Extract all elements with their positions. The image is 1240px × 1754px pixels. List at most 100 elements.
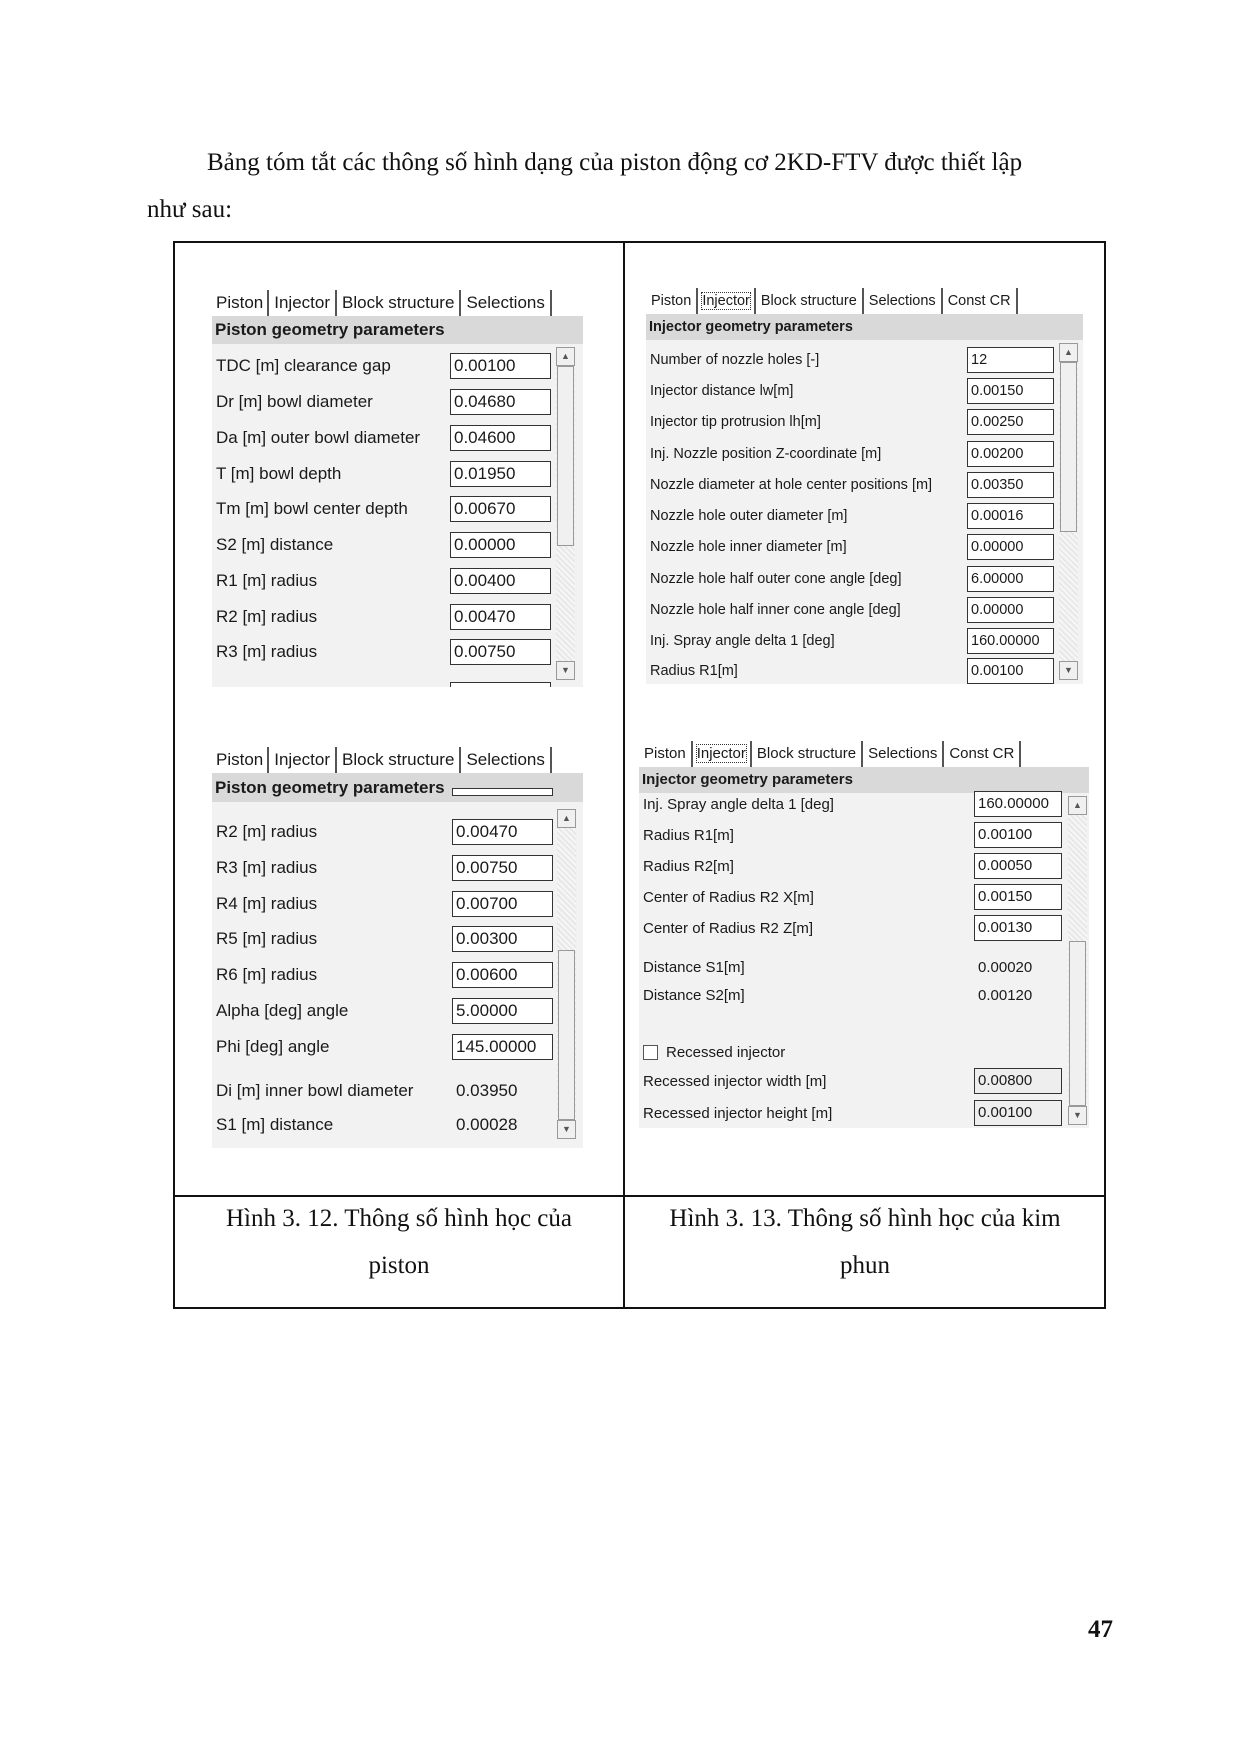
param-label: Inj. Spray angle delta 1 [deg] — [643, 795, 834, 813]
param-label: Center of Radius R2 Z[m] — [643, 919, 814, 937]
param-row: Nozzle hole inner diameter [m] 0.00000 — [646, 533, 1083, 561]
tab-bar: Piston Injector Block structure Selections — [212, 285, 583, 316]
scroll-down-arrow-icon[interactable]: ▼ — [557, 1120, 576, 1139]
param-input[interactable]: 0.00700 — [452, 891, 553, 917]
param-row: T [m] bowl depth 0.01950 — [212, 460, 583, 488]
vertical-scrollbar[interactable]: ▲ ▼ — [556, 347, 575, 680]
injector-top-panel: Piston Injector Block structure Selections C… — [646, 285, 1083, 684]
scroll-up-arrow-icon[interactable]: ▲ — [1059, 343, 1078, 362]
clipped-field[interactable] — [452, 788, 553, 796]
scrollbar-thumb[interactable] — [1060, 362, 1077, 532]
param-input[interactable]: 0.00016 — [967, 503, 1054, 529]
param-input[interactable]: 0.00600 — [452, 962, 553, 988]
param-value: 0.03950 — [456, 1081, 518, 1100]
vertical-scrollbar[interactable]: ▲ ▼ — [1059, 343, 1078, 680]
scrollbar-thumb[interactable] — [558, 950, 575, 1120]
param-row: R1 [m] radius 0.00400 — [212, 567, 583, 595]
param-input[interactable]: 0.00150 — [967, 378, 1054, 404]
tab-const-cr[interactable]: Const CR — [943, 288, 1018, 314]
tab-injector[interactable]: Injector — [269, 290, 337, 316]
scroll-up-arrow-icon[interactable]: ▲ — [557, 809, 576, 828]
param-row: Distance S2[m] 0.00120 — [639, 981, 1089, 1009]
param-input[interactable]: 0.04600 — [450, 425, 551, 451]
tab-piston[interactable]: Piston — [212, 747, 270, 773]
tab-block-structure[interactable]: Block structure — [337, 747, 462, 773]
param-input[interactable]: 160.00000 — [967, 628, 1054, 654]
param-label: S2 [m] distance — [216, 535, 334, 554]
param-input[interactable]: 0.00470 — [450, 604, 551, 630]
tab-label: Injector — [701, 292, 751, 310]
param-input[interactable]: 0.00250 — [967, 409, 1054, 435]
scrollbar-thumb[interactable] — [1069, 941, 1086, 1106]
param-row: Alpha [deg] angle 5.00000 — [212, 997, 583, 1025]
vertical-scrollbar[interactable]: ▲ ▼ — [1068, 796, 1087, 1125]
tab-injector[interactable]: Injector — [698, 288, 756, 314]
scrollbar-thumb[interactable] — [557, 366, 574, 546]
param-input[interactable]: 0.00000 — [967, 597, 1054, 623]
column-divider — [623, 243, 625, 1307]
param-input[interactable]: 0.00000 — [967, 534, 1054, 560]
tab-piston[interactable]: Piston — [639, 741, 693, 767]
tab-injector[interactable]: Injector — [693, 741, 752, 767]
piston-bottom-panel: Piston Injector Block structure Selections P… — [212, 743, 583, 1148]
param-label: Recessed injector height [m] — [643, 1104, 833, 1122]
param-row: Tm [m] bowl center depth 0.00670 — [212, 495, 583, 523]
param-input[interactable]: 0.00200 — [967, 441, 1054, 467]
param-input[interactable]: 12 — [967, 347, 1054, 373]
param-input[interactable]: 0.01950 — [450, 461, 551, 487]
param-row: Nozzle hole half outer cone angle [deg] 6… — [646, 565, 1083, 593]
param-input[interactable]: 0.00750 — [450, 639, 551, 665]
param-value: 0.00028 — [456, 1115, 518, 1134]
param-label: Inj. Nozzle position Z-coordinate [m] — [650, 446, 882, 462]
param-input[interactable]: 145.00000 — [452, 1034, 553, 1060]
tab-const-cr[interactable]: Const CR — [944, 741, 1022, 767]
checkbox-label[interactable]: Recessed injector — [643, 1044, 785, 1061]
tab-block-structure[interactable]: Block structure — [752, 741, 864, 767]
param-input[interactable]: 0.00350 — [967, 472, 1054, 498]
param-input[interactable]: 0.00050 — [974, 853, 1062, 879]
scroll-up-arrow-icon[interactable]: ▲ — [556, 347, 575, 366]
param-row: Nozzle diameter at hole center positions… — [646, 471, 1083, 499]
intro-line-2: như sau: — [147, 196, 233, 223]
tab-selections[interactable]: Selections — [863, 741, 945, 767]
param-input[interactable]: 0.00100 — [967, 658, 1054, 684]
param-row: Radius R1[m] 0.00100 — [646, 657, 1083, 684]
clipped-field[interactable] — [450, 682, 551, 687]
param-input[interactable]: 0.00470 — [452, 819, 553, 845]
param-input[interactable]: 6.00000 — [967, 566, 1054, 592]
scroll-down-arrow-icon[interactable]: ▼ — [1059, 661, 1078, 680]
tab-label: Selections — [868, 293, 936, 309]
tab-selections[interactable]: Selections — [864, 288, 943, 314]
param-input[interactable]: 5.00000 — [452, 998, 553, 1024]
param-row: R3 [m] radius 0.00750 — [212, 854, 583, 882]
tab-block-structure[interactable]: Block structure — [337, 290, 462, 316]
tab-piston[interactable]: Piston — [212, 290, 270, 316]
section-header: Injector geometry parameters — [646, 314, 1083, 340]
param-label: R1 [m] radius — [216, 571, 318, 590]
param-input[interactable]: 0.00150 — [974, 884, 1062, 910]
param-input[interactable]: 160.00000 — [974, 791, 1062, 817]
param-input[interactable]: 0.00750 — [452, 855, 553, 881]
param-input[interactable]: 0.04680 — [450, 389, 551, 415]
scroll-down-arrow-icon[interactable]: ▼ — [1068, 1106, 1087, 1125]
param-input[interactable]: 0.00100 — [450, 353, 551, 379]
scroll-down-arrow-icon[interactable]: ▼ — [556, 661, 575, 680]
param-input[interactable]: 0.00300 — [452, 926, 553, 952]
tab-injector[interactable]: Injector — [269, 747, 337, 773]
param-label: Di [m] inner bowl diameter — [216, 1081, 414, 1100]
tab-piston[interactable]: Piston — [646, 288, 699, 314]
tab-block-structure[interactable]: Block structure — [756, 288, 864, 314]
tab-selections[interactable]: Selections — [461, 747, 552, 773]
param-input[interactable]: 0.00670 — [450, 496, 551, 522]
tab-selections[interactable]: Selections — [461, 290, 552, 316]
section-header: Piston geometry parameters — [212, 316, 583, 344]
recessed-injector-checkbox[interactable] — [643, 1045, 658, 1061]
param-input[interactable]: 0.00100 — [974, 822, 1062, 848]
scroll-up-arrow-icon[interactable]: ▲ — [1068, 796, 1087, 815]
param-input[interactable]: 0.00400 — [450, 568, 551, 594]
param-input[interactable]: 0.00000 — [450, 532, 551, 558]
param-row: Recessed injector — [639, 1038, 1089, 1066]
param-input[interactable]: 0.00130 — [974, 915, 1062, 941]
vertical-scrollbar[interactable]: ▲ ▼ — [557, 809, 576, 1139]
caption-left-line-2: piston — [368, 1252, 430, 1279]
